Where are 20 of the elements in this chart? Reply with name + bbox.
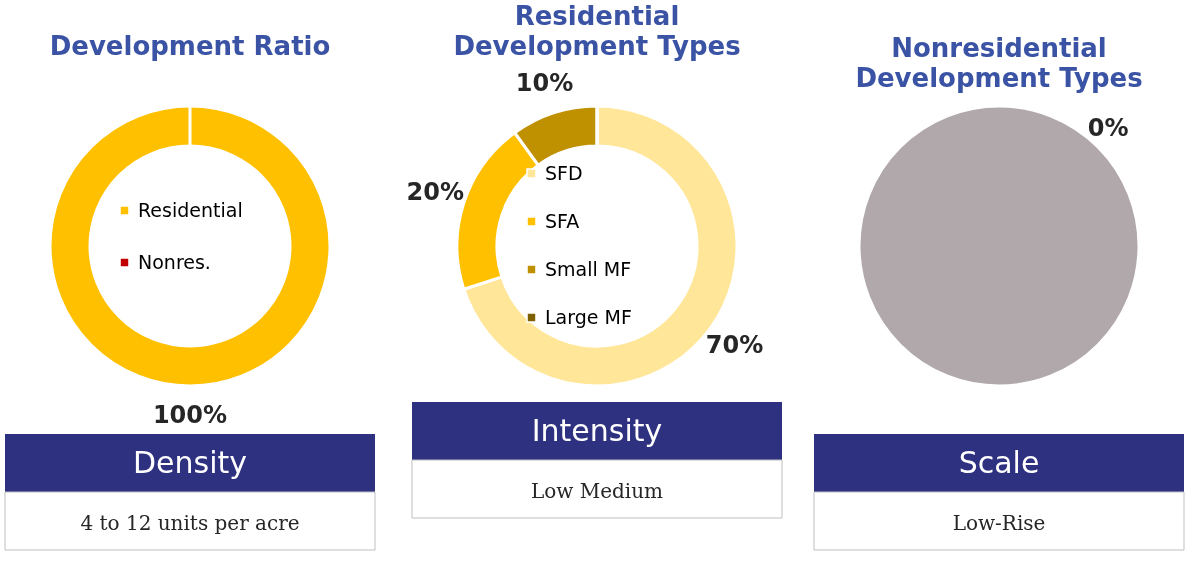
text: Intensity xyxy=(531,413,663,448)
legend-label: Nonres. xyxy=(138,250,211,273)
data-label: 10% xyxy=(515,69,574,98)
text: Low-Rise xyxy=(952,511,1046,535)
chart-title: Development Ratio xyxy=(49,31,331,61)
chart-title: Residential Development Types xyxy=(453,1,741,61)
text: Density xyxy=(132,445,248,480)
text: 4 to 12 units per acre xyxy=(80,511,300,535)
data-label: 70% xyxy=(705,330,764,359)
legend-label: Small MF xyxy=(545,257,632,280)
data-label: 100% xyxy=(152,401,228,429)
text: Low Medium xyxy=(530,479,664,503)
text: Scale xyxy=(958,445,1040,480)
legend-label: Residential xyxy=(138,198,243,221)
chart-title: Nonresidential Development Types xyxy=(855,33,1143,93)
data-label: 20% xyxy=(406,178,465,207)
text: 0% xyxy=(1087,113,1129,142)
legend-label: SFA xyxy=(545,209,580,232)
legend-label: Large MF xyxy=(545,305,632,328)
legend-label: SFD xyxy=(545,161,583,184)
